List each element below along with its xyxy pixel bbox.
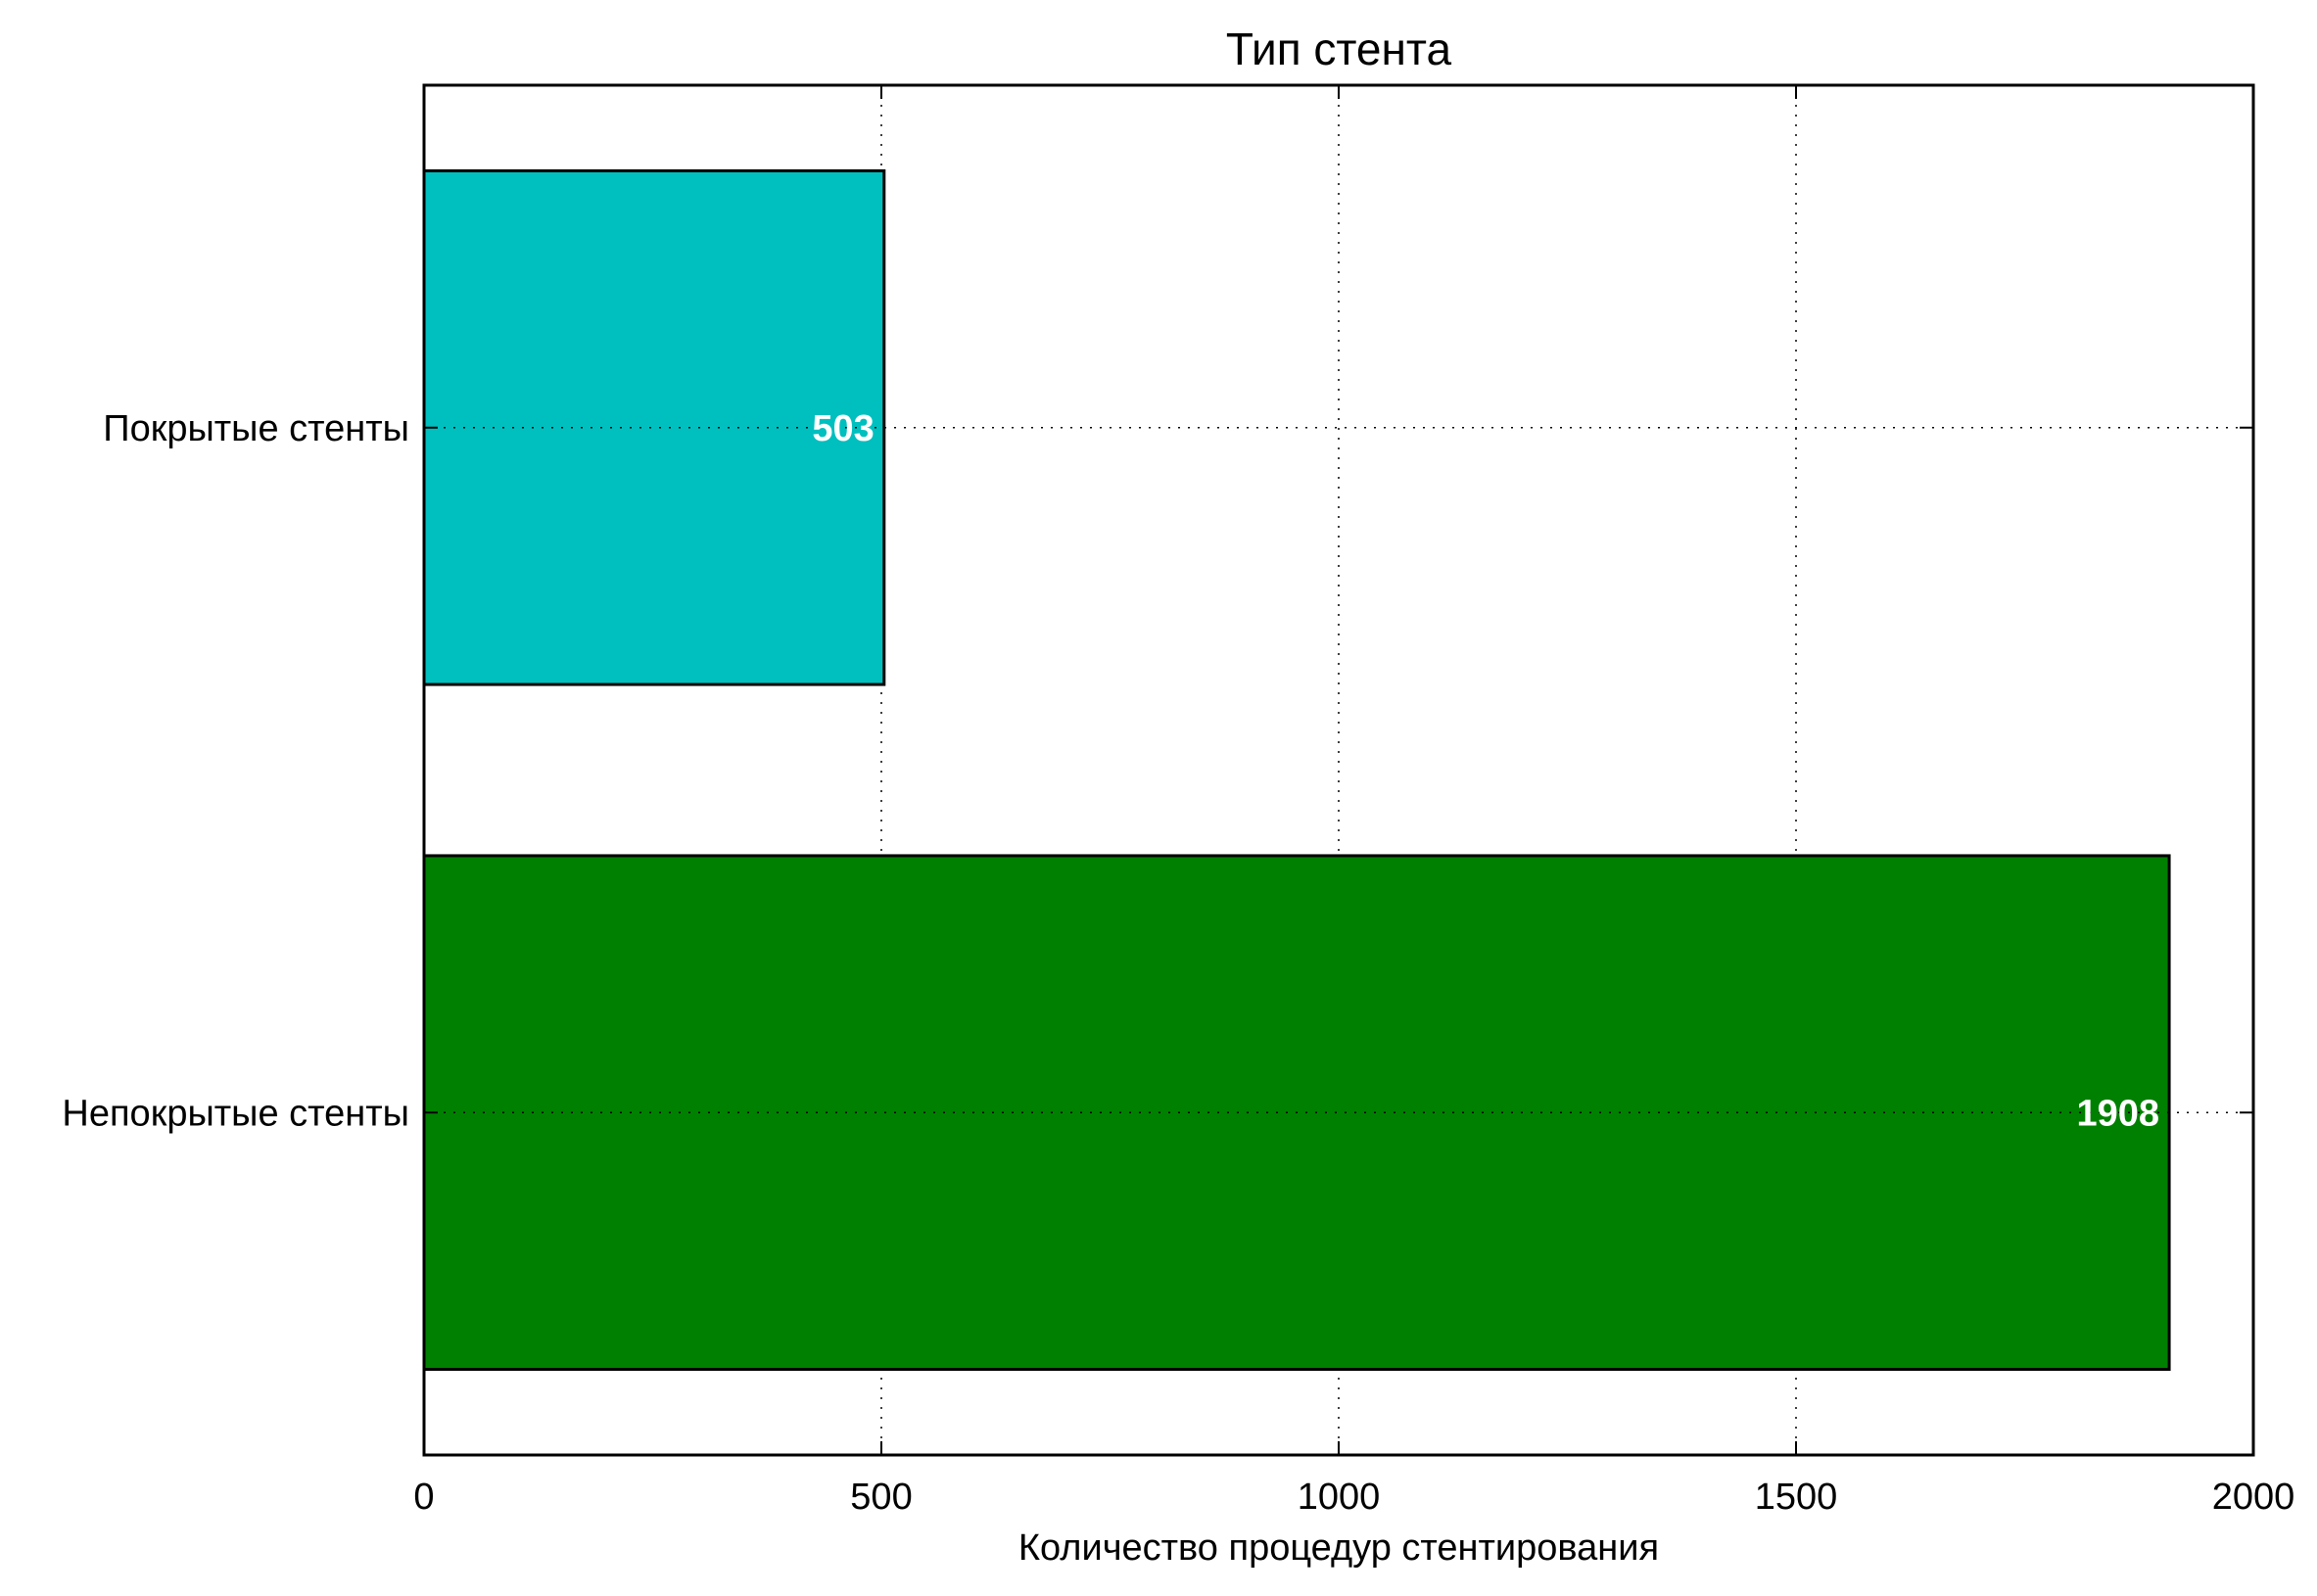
x-tick-label-0: 0: [413, 1477, 434, 1518]
x-tick-label-3: 1500: [1755, 1477, 1838, 1518]
bars: [422, 168, 2171, 1372]
x-axis-label: Количество процедур стентирования: [1018, 1527, 1659, 1569]
x-tick-label-2: 1000: [1298, 1477, 1381, 1518]
y-tick-label-1: Непокрытые стенты: [62, 1093, 409, 1134]
x-tick-label-4: 2000: [2212, 1477, 2295, 1518]
data-label-1: 1908: [2077, 1093, 2160, 1134]
data-labels: 503 1908: [812, 408, 2159, 1135]
data-label-0: 503: [812, 408, 874, 449]
chart-title: Тип стента: [1226, 23, 1452, 74]
axes: 0 500 1000 1500 2000 Покрытые стенты Непокрыты…: [62, 83, 2295, 1518]
x-tick-label-1: 500: [850, 1477, 912, 1518]
y-tick-label-0: Покрытые стенты: [103, 408, 409, 449]
